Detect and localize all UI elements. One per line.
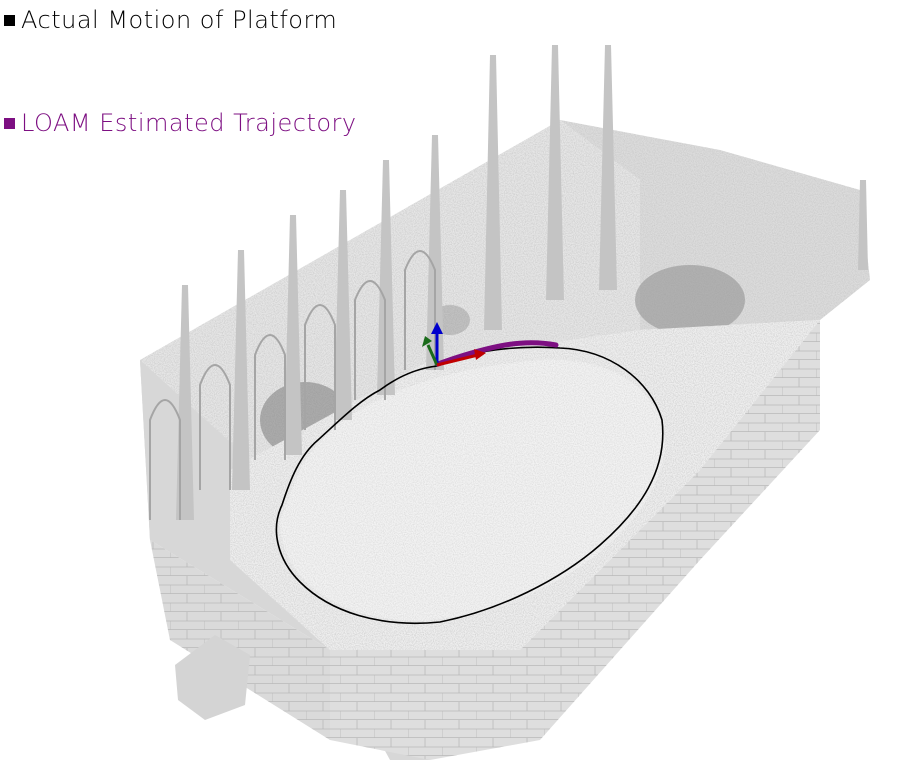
- spires: [176, 45, 868, 520]
- building-point-cloud: [140, 120, 870, 760]
- actual-motion-path: [275, 346, 664, 625]
- coordinate-axes: [422, 322, 486, 367]
- gothic-windows: [149, 250, 436, 520]
- legend-estimated-label: LOAM Estimated Trajectory: [21, 109, 357, 137]
- legend-actual-label: Actual Motion of Platform: [21, 6, 338, 34]
- legend-black-swatch: [4, 14, 15, 26]
- legend-actual-motion: Actual Motion of Platform: [4, 8, 337, 32]
- legend-purple-swatch: [4, 117, 15, 129]
- loam-estimated-path: [435, 340, 559, 367]
- legend-loam-estimated: LOAM Estimated Trajectory: [4, 111, 357, 135]
